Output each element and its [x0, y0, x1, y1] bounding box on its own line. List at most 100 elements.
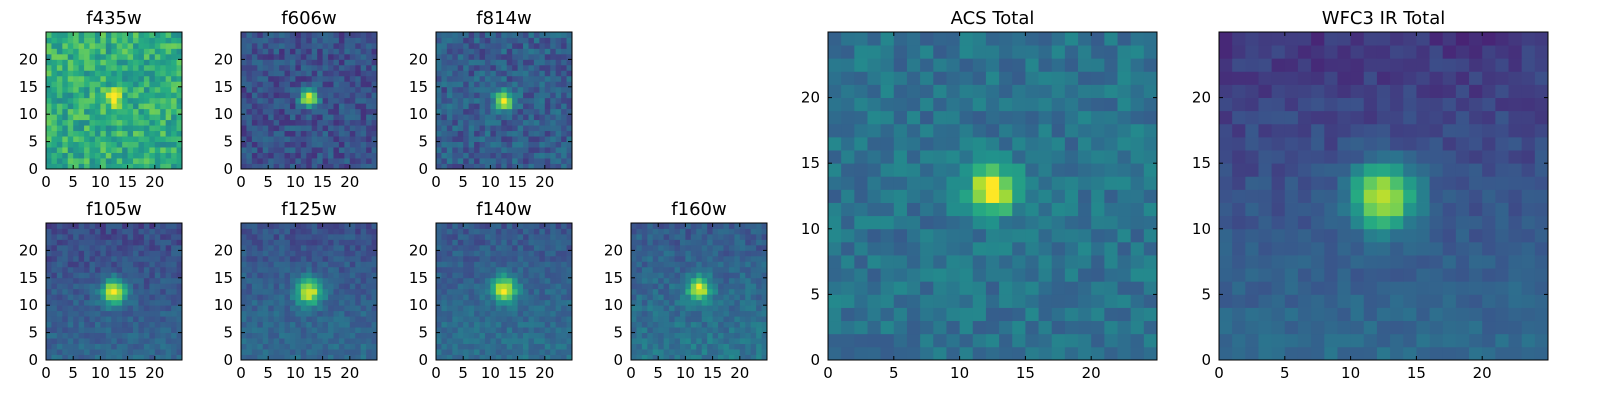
heatmap-cell — [566, 70, 573, 77]
heatmap-cell — [344, 119, 351, 126]
heatmap-cell — [1117, 215, 1132, 230]
heatmap-cell — [745, 255, 752, 262]
heatmap-cell — [561, 255, 567, 262]
heatmap-cell — [62, 327, 69, 333]
heatmap-cell — [295, 223, 302, 229]
heatmap-cell — [555, 163, 562, 170]
heatmap-cell — [463, 125, 470, 132]
heatmap-cell — [690, 294, 697, 301]
heatmap-cell — [506, 272, 513, 279]
heatmap-cell — [100, 70, 107, 77]
heatmap-cell — [100, 239, 107, 246]
heatmap-cell — [1130, 307, 1145, 322]
heatmap-cell — [133, 338, 139, 344]
heatmap-cell — [490, 70, 497, 77]
heatmap-cell — [289, 37, 296, 44]
heatmap-cell — [62, 261, 69, 268]
heatmap-cell — [127, 37, 134, 44]
heatmap-cell — [734, 239, 741, 246]
heatmap-cell — [51, 310, 58, 317]
x-tick-label: 15 — [118, 364, 137, 382]
heatmap-cell — [289, 70, 296, 77]
heatmap-cell — [268, 244, 275, 251]
heatmap-cell — [880, 268, 895, 282]
heatmap-cell — [723, 228, 730, 235]
heatmap-cell — [550, 343, 557, 350]
heatmap-cell — [474, 283, 480, 290]
heatmap-cell — [972, 294, 987, 308]
heatmap-cell — [344, 141, 351, 148]
heatmap-cell — [322, 70, 329, 77]
heatmap-cell — [920, 176, 934, 190]
heatmap-cell — [127, 53, 134, 60]
heatmap-cell — [436, 310, 442, 317]
heatmap-cell — [446, 343, 453, 350]
heatmap-cell — [366, 42, 372, 49]
x-tick-label: 5 — [68, 364, 78, 382]
heatmap-cell — [84, 103, 90, 110]
heatmap-cell — [441, 294, 448, 301]
heatmap-cell — [176, 228, 183, 235]
heatmap-cell — [268, 239, 275, 246]
heatmap-cell — [328, 299, 334, 306]
heatmap-cell — [1038, 320, 1053, 335]
heatmap-cell — [506, 70, 513, 77]
heatmap-cell — [1078, 281, 1092, 295]
heatmap-cell — [317, 305, 323, 312]
heatmap-cell — [959, 294, 974, 308]
heatmap-cell — [344, 42, 351, 49]
heatmap-cell — [685, 255, 692, 262]
heatmap-cell — [463, 97, 470, 104]
heatmap-cell — [67, 70, 74, 77]
heatmap-cell — [696, 239, 703, 246]
heatmap-cell — [756, 332, 762, 339]
heatmap-cell — [446, 114, 453, 121]
heatmap-cell — [533, 310, 540, 317]
heatmap-cell — [295, 114, 302, 121]
heatmap-cell — [328, 163, 334, 170]
heatmap-cell — [479, 42, 486, 49]
heatmap-cell — [176, 316, 183, 323]
heatmap-cell — [658, 277, 665, 284]
heatmap-cell — [1117, 228, 1132, 243]
heatmap-cell — [149, 228, 156, 235]
heatmap-cell — [474, 108, 480, 115]
heatmap-cell — [246, 53, 253, 60]
heatmap-cell — [84, 233, 90, 240]
heatmap-cell — [1091, 268, 1105, 282]
heatmap-cell — [867, 228, 882, 243]
heatmap-cell — [544, 53, 551, 60]
heatmap-cell — [133, 239, 139, 246]
heatmap-cell — [366, 125, 372, 132]
heatmap-cell — [712, 277, 719, 284]
heatmap-cell — [279, 244, 285, 251]
heatmap-cell — [73, 81, 80, 88]
heatmap-cell — [279, 64, 285, 71]
heatmap-cell — [566, 163, 573, 170]
heatmap-cell — [561, 244, 567, 251]
heatmap-cell — [360, 338, 367, 344]
heatmap-cell — [262, 354, 269, 361]
heatmap-cell — [171, 310, 177, 317]
heatmap-cell — [338, 75, 345, 82]
heatmap-cell — [73, 141, 80, 148]
heatmap-cell — [1117, 281, 1132, 295]
heatmap-cell — [317, 327, 323, 333]
heatmap-cell — [251, 92, 258, 99]
heatmap-cell — [143, 321, 150, 328]
heatmap-cell — [1104, 281, 1118, 295]
heatmap-cell — [685, 294, 692, 301]
heatmap-cell — [251, 32, 258, 38]
heatmap-cell — [100, 310, 107, 317]
heatmap-cell — [539, 114, 546, 121]
heatmap-cell — [544, 332, 551, 339]
heatmap-cell — [523, 266, 529, 273]
heatmap-cell — [127, 70, 134, 77]
heatmap-cell — [371, 70, 378, 77]
heatmap-cell — [51, 147, 58, 153]
heatmap-cell — [56, 48, 63, 55]
heatmap-cell — [474, 92, 480, 99]
heatmap-cell — [262, 37, 269, 44]
